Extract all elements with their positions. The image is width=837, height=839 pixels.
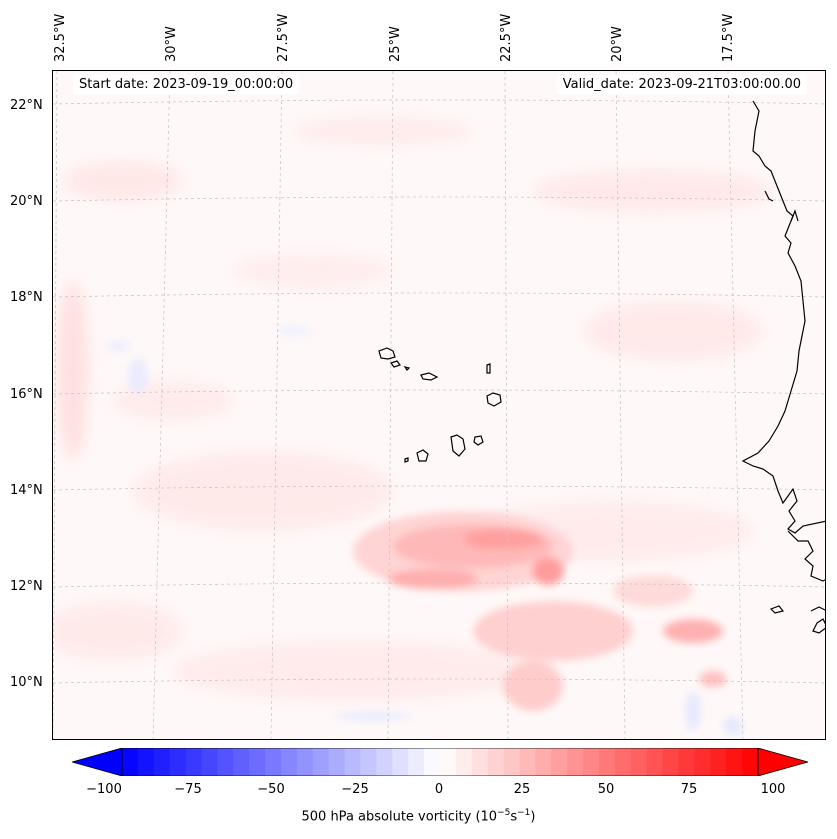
- colorbar-level: [726, 748, 743, 776]
- colorbar-level: [312, 748, 330, 776]
- colorbar-tick-0: 0: [434, 782, 444, 797]
- colorbar-tick-25: 25: [513, 782, 531, 797]
- island-santiago: [450, 434, 466, 457]
- colorbar-tick-100: 100: [760, 782, 786, 797]
- strong-positive-vorticity: [353, 511, 727, 711]
- lon-label-25w: 25°W: [388, 26, 403, 62]
- colorbar-level: [471, 748, 489, 776]
- colorbar-level: [344, 748, 361, 776]
- lat-label-22n: 22°N: [10, 98, 43, 113]
- map-panel: [52, 70, 826, 740]
- island-boa-vista: [486, 392, 502, 407]
- colorbar-level: [487, 748, 505, 776]
- lat-label-18n: 18°N: [10, 290, 43, 305]
- colorbar-max-extension: [757, 748, 808, 776]
- lon-label-32-5w: 32.5°W: [53, 13, 68, 62]
- colorbar-level: [646, 748, 664, 776]
- lat-label-12n: 12°N: [10, 579, 43, 594]
- colorbar-tick-minus-100: −100: [86, 782, 122, 797]
- colorbar-tick-minus-50: −50: [257, 782, 285, 797]
- colorbar-tick-minus-75: −75: [174, 782, 202, 797]
- lon-label-17-5w: 17.5°W: [721, 13, 736, 62]
- colorbar-level: [678, 748, 695, 776]
- island-maio: [473, 435, 484, 446]
- lat-label-10n: 10°N: [10, 675, 43, 690]
- colorbar-level: [249, 748, 266, 776]
- colorbar-level: [424, 748, 441, 776]
- colorbar-level: [455, 748, 473, 776]
- colorbar-level: [201, 748, 218, 776]
- colorbar-level: [630, 748, 648, 776]
- island-santo-antao: [378, 347, 396, 360]
- colorbar-label: 500 hPa absolute vorticity (10−5s−1): [301, 808, 536, 825]
- lon-label-27-5w: 27.5°W: [276, 13, 291, 62]
- colorbar-level: [408, 748, 425, 776]
- colorbar-level: [233, 748, 250, 776]
- valid-date-label: Valid_date: 2023-09-21T03:00:00.00: [556, 75, 807, 94]
- graticule: [53, 71, 825, 739]
- colorbar-level: [567, 748, 584, 776]
- island-brava: [404, 457, 409, 463]
- island-sao-nicolau: [420, 372, 439, 381]
- island-santa-luzia: [403, 366, 411, 371]
- vorticity-field: [53, 71, 825, 739]
- colorbar-level: [185, 748, 202, 776]
- colorbar-level: [296, 748, 314, 776]
- colorbar-level: [710, 748, 727, 776]
- colorbar-level: [281, 748, 298, 776]
- island-sal: [486, 363, 491, 374]
- colorbar-level: [614, 748, 632, 776]
- start-date-label: Start date: 2023-09-19_00:00:00: [73, 75, 300, 94]
- africa-coastline: [741, 100, 825, 634]
- colorbar-level: [360, 748, 377, 776]
- lon-label-22-5w: 22.5°W: [499, 13, 514, 62]
- colorbar-level: [392, 748, 409, 776]
- lon-label-20w: 20°W: [610, 26, 625, 62]
- colorbar-level: [328, 748, 346, 776]
- lat-label-16n: 16°N: [10, 387, 43, 402]
- colorbar-level: [742, 748, 759, 776]
- cape-verde-islands: [378, 347, 502, 463]
- colorbar-outline: [121, 748, 759, 776]
- lon-label-30w: 30°W: [164, 26, 179, 62]
- lat-label-14n: 14°N: [10, 483, 43, 498]
- colorbar-level: [122, 748, 139, 776]
- colorbar-level: [376, 748, 393, 776]
- colorbar: [72, 748, 808, 776]
- colorbar-tick-minus-25: −25: [341, 782, 369, 797]
- colorbar-level: [519, 748, 536, 776]
- weak-positive-vorticity: [53, 117, 773, 701]
- colorbar-level: [583, 748, 600, 776]
- colorbar-level: [535, 748, 552, 776]
- colorbar-level: [662, 748, 679, 776]
- colorbar-level: [169, 748, 187, 776]
- island-sao-vicente: [390, 360, 401, 368]
- colorbar-level: [503, 748, 520, 776]
- colorbar-level: [137, 748, 155, 776]
- lat-label-20n: 20°N: [10, 194, 43, 209]
- island-fogo: [416, 449, 429, 462]
- colorbar-level: [599, 748, 616, 776]
- colorbar-level: [217, 748, 234, 776]
- colorbar-tick-50: 50: [597, 782, 615, 797]
- colorbar-level: [551, 748, 568, 776]
- colorbar-tick-75: 75: [680, 782, 698, 797]
- colorbar-min-extension: [72, 748, 123, 776]
- colorbar-level: [694, 748, 711, 776]
- colorbar-level: [153, 748, 171, 776]
- colorbar-level: [440, 748, 457, 776]
- colorbar-level: [265, 748, 282, 776]
